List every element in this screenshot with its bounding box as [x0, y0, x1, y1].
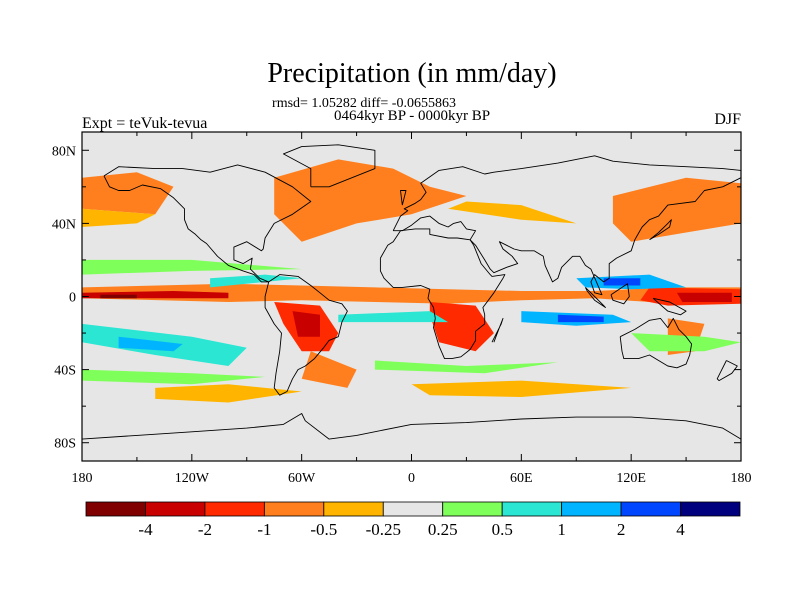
coastline — [282, 144, 376, 188]
coastlines — [82, 144, 741, 440]
colorbar-swatch — [382, 501, 444, 517]
lat-tick-label: 0 — [69, 291, 76, 306]
colorbar-label: 0.25 — [428, 520, 458, 539]
field-region-neg1 — [301, 351, 357, 388]
field-region-pos2 — [338, 311, 449, 323]
colorbar-label: -0.5 — [310, 520, 337, 539]
field-region-pos1 — [82, 369, 266, 385]
field-region-pos4 — [557, 314, 604, 323]
coastline — [652, 297, 687, 316]
field-region-neg0 — [155, 384, 302, 403]
coastline — [649, 219, 672, 241]
colorbar-swatch — [680, 501, 741, 517]
colorbar-swatch — [442, 501, 503, 517]
lon-tick-label: 120W — [175, 471, 210, 486]
field-region-neg1 — [612, 177, 741, 242]
field-region-neg1 — [82, 283, 741, 304]
precipitation-field — [82, 159, 741, 403]
coastline — [264, 274, 348, 396]
colorbar-swatch — [561, 501, 622, 517]
coastline — [400, 190, 407, 206]
map-ticks: 180 120W 60W 0 60E 120E 180 80N 40N 0 40S 80S — [52, 132, 752, 486]
field-region-pos1 — [82, 259, 302, 275]
colorbar-swatch — [323, 501, 384, 517]
colorbar-label: -4 — [138, 520, 153, 539]
field-region-neg0 — [411, 380, 632, 397]
lon-tick-label: 60W — [288, 471, 316, 486]
colorbar-label: 1 — [557, 520, 566, 539]
field-region-pos2 — [210, 274, 302, 288]
coastline — [82, 413, 741, 440]
field-region-neg1 — [82, 172, 174, 215]
field-region-pos4 — [603, 278, 641, 286]
colorbar-swatch — [145, 501, 206, 517]
lon-tick-label: 120E — [616, 471, 646, 486]
lat-tick-label: 40N — [52, 217, 76, 232]
field-region-neg2 — [429, 302, 494, 352]
colorbar: -4 -2 -1 -0.5 -0.25 0.25 0.5 1 2 4 — [85, 501, 741, 539]
period-line: 0464kyr BP - 0000kyr BP — [334, 108, 490, 124]
lon-tick-label: 180 — [731, 471, 752, 486]
stats-line: rmsd= 1.05282 diff= -0.0655863 — [272, 96, 456, 111]
figure-title: Precipitation (in mm/day) — [267, 58, 556, 89]
colorbar-label: -1 — [257, 520, 271, 539]
field-region-neg0 — [82, 208, 156, 227]
colorbar-swatch — [85, 501, 146, 517]
coastline — [379, 228, 506, 360]
lat-tick-label: 40S — [54, 364, 76, 379]
colorbar-label: 0.5 — [492, 520, 513, 539]
field-region-neg3 — [292, 311, 320, 337]
map-panel: 180 120W 60W 0 60E 120E 180 80N 40N 0 40S 80S — [52, 131, 752, 486]
coastline — [716, 360, 738, 382]
colorbar-swatch — [204, 501, 265, 517]
field-region-pos3 — [118, 336, 183, 352]
coastline — [619, 317, 693, 369]
lat-tick-label: 80S — [54, 437, 76, 452]
colorbar-swatch — [620, 501, 681, 517]
colorbar-label: 2 — [617, 520, 626, 539]
lon-tick-label: 180 — [72, 471, 93, 486]
experiment-label: Expt = teVuk-tevua — [82, 115, 207, 132]
coastline — [392, 155, 741, 296]
field-region-neg1 — [274, 159, 467, 242]
colorbar-label: -2 — [198, 520, 212, 539]
field-region-neg5 — [100, 294, 137, 299]
colorbar-swatch — [501, 501, 563, 517]
lon-tick-label: 0 — [408, 471, 415, 486]
field-region-neg3 — [676, 292, 732, 302]
field-region-pos1 — [631, 333, 741, 352]
field-region-pos1 — [374, 360, 558, 374]
coastline — [103, 164, 312, 283]
colorbar-label: -0.25 — [366, 520, 401, 539]
field-region-neg0 — [448, 201, 577, 224]
colorbar-swatch — [263, 501, 325, 517]
coastline — [584, 287, 606, 308]
colorbar-label: 4 — [676, 520, 685, 539]
coastline — [610, 283, 630, 305]
lon-tick-label: 60E — [510, 471, 533, 486]
coastline — [491, 317, 504, 343]
season-label: DJF — [714, 111, 741, 128]
lat-tick-label: 80N — [52, 144, 76, 159]
